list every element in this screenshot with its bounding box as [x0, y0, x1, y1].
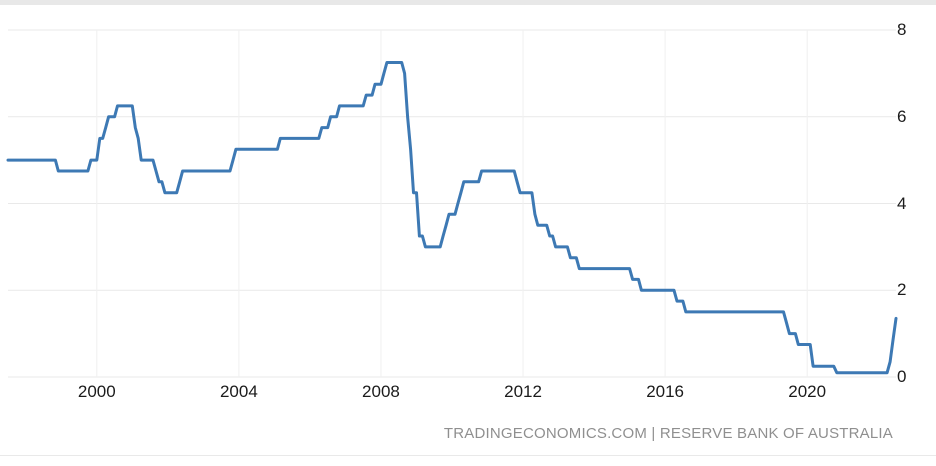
x-tick-label: 2008: [362, 382, 400, 401]
y-tick-label: 6: [897, 106, 907, 126]
y-tick-label: 0: [897, 367, 907, 386]
rate-line-series[interactable]: [6, 61, 898, 375]
y-tick-label: 4: [897, 193, 907, 213]
x-tick-label: 2016: [646, 382, 685, 401]
y-tick-label: 2: [897, 280, 907, 300]
x-tick-label: 2000: [77, 382, 116, 401]
x-tick-label: 2020: [788, 382, 827, 401]
bottom-separator: [0, 455, 936, 456]
top-separator: [0, 0, 936, 5]
x-tick-label: 2004: [219, 382, 258, 401]
watermark: TRADINGECONOMICS.COM | RESERVE BANK OF A…: [443, 425, 893, 442]
y-tick-label: 8: [897, 20, 907, 39]
gridlines: [8, 29, 896, 378]
x-tick-label: 2012: [504, 382, 542, 401]
